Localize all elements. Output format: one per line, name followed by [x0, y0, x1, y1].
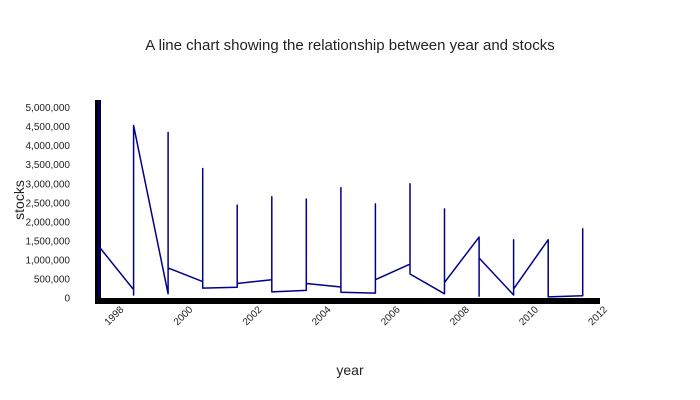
- x-tick-label: 1998: [103, 304, 127, 328]
- x-tick-label: 2012: [586, 304, 610, 328]
- x-axis-title: year: [336, 362, 364, 378]
- y-tick-label: 0: [64, 294, 70, 305]
- y-axis-line: [95, 100, 101, 304]
- y-tick-label: 3,500,000: [26, 160, 71, 171]
- x-axis-line: [95, 298, 600, 304]
- series-line: [98, 100, 584, 298]
- x-tick-label: 2008: [448, 304, 472, 328]
- x-tick-label: 2010: [517, 304, 541, 328]
- y-tick-label: 1,000,000: [26, 255, 71, 266]
- y-tick-label: 2,000,000: [26, 217, 71, 228]
- y-tick-label: 500,000: [34, 274, 71, 285]
- x-axis-ticks: 1998 2000 2002 2004 2006 2008 2010 2012: [103, 304, 611, 328]
- y-axis-ticks: 0 500,000 1,000,000 1,500,000 2,000,000 2,500…: [26, 103, 71, 304]
- x-tick-label: 2006: [379, 304, 403, 328]
- x-tick-label: 2000: [172, 304, 196, 328]
- y-axis-title: stocks: [11, 180, 27, 220]
- x-tick-label: 2004: [310, 304, 334, 328]
- axes: [95, 100, 600, 304]
- plot-area: [98, 100, 584, 298]
- y-tick-label: 3,000,000: [26, 179, 71, 190]
- x-tick-label: 2002: [241, 304, 265, 328]
- y-tick-label: 4,500,000: [26, 122, 71, 133]
- y-tick-label: 5,000,000: [26, 103, 71, 114]
- chart-title: A line chart showing the relationship be…: [145, 37, 554, 54]
- y-tick-label: 4,000,000: [26, 141, 71, 152]
- y-tick-label: 2,500,000: [26, 198, 71, 209]
- y-tick-label: 1,500,000: [26, 236, 71, 247]
